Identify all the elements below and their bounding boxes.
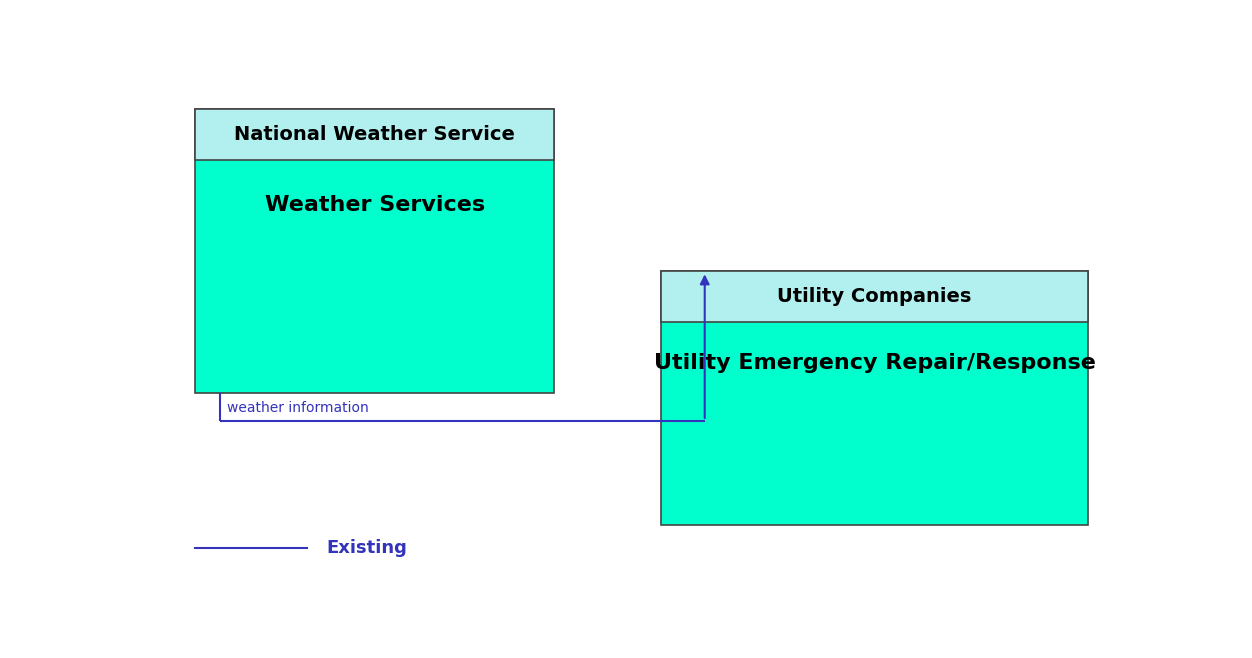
Text: Utility Emergency Repair/Response: Utility Emergency Repair/Response xyxy=(654,353,1096,372)
Bar xyxy=(195,109,555,393)
Bar xyxy=(661,272,1088,322)
Bar xyxy=(661,272,1088,525)
Text: weather information: weather information xyxy=(228,401,369,415)
Text: Utility Companies: Utility Companies xyxy=(777,288,972,307)
Text: Weather Services: Weather Services xyxy=(264,195,485,215)
Text: Existing: Existing xyxy=(327,539,407,557)
Text: National Weather Service: National Weather Service xyxy=(234,126,516,144)
Bar xyxy=(195,109,555,161)
